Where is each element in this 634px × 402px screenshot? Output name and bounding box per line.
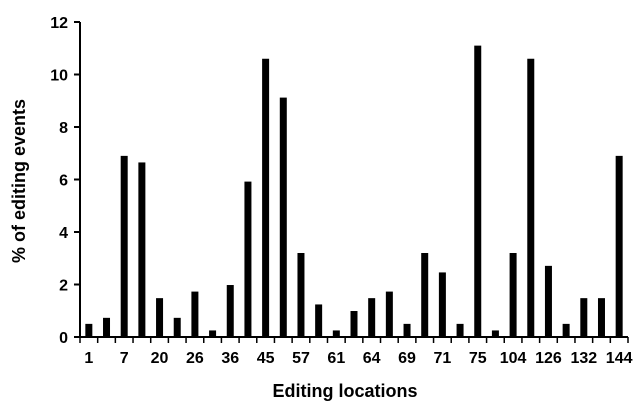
bar	[385, 291, 393, 337]
x-tick-label: 69	[398, 350, 416, 367]
y-axis: 0 2 4 6 8 10 12	[50, 15, 81, 347]
bar	[226, 285, 234, 337]
bar	[597, 298, 605, 337]
x-tick-label: 126	[535, 350, 562, 367]
x-tick-label: 7	[120, 350, 129, 367]
x-tick-label: 1	[84, 350, 93, 367]
x-tick-label: 132	[570, 350, 597, 367]
bar	[85, 323, 93, 337]
x-tick-label: 26	[186, 350, 204, 367]
bar	[544, 265, 552, 337]
x-axis: 1 7 20 26 36 45 57 61 64 69 71 75 104 126 132 144	[79, 336, 633, 367]
y-tick-label: 8	[59, 120, 68, 137]
bar	[350, 311, 358, 337]
bars	[85, 45, 623, 337]
x-tick-label: 45	[257, 350, 275, 367]
bar	[279, 97, 287, 337]
bar	[156, 298, 164, 337]
bar	[191, 291, 199, 337]
y-axis-title: % of editing events	[9, 99, 29, 263]
bar	[173, 317, 181, 337]
bar	[297, 253, 305, 337]
bar	[474, 45, 482, 337]
bar	[438, 272, 446, 337]
x-tick-label: 64	[363, 350, 381, 367]
bar	[103, 317, 111, 337]
x-tick-label: 20	[151, 350, 169, 367]
y-tick-label: 2	[59, 278, 68, 295]
bar	[244, 181, 252, 337]
bar	[332, 330, 340, 337]
y-tick-label: 12	[50, 15, 68, 32]
bar	[315, 304, 323, 337]
bar	[209, 330, 217, 337]
y-tick-label: 4	[59, 225, 68, 242]
x-tick-label: 71	[433, 350, 451, 367]
bar	[421, 253, 429, 337]
y-tick-label: 10	[50, 68, 68, 85]
bar	[615, 155, 623, 337]
bar	[562, 323, 570, 337]
x-axis-title: Editing locations	[272, 381, 417, 401]
bar	[403, 323, 411, 337]
bar	[138, 162, 146, 337]
bar	[120, 155, 128, 337]
bar	[368, 298, 376, 337]
y-tick-label: 6	[59, 173, 68, 190]
x-tick-label: 36	[221, 350, 239, 367]
bar	[491, 330, 499, 337]
y-tick-label: 0	[59, 330, 68, 347]
x-tick-label: 144	[606, 350, 633, 367]
bar	[580, 298, 588, 337]
bar	[527, 58, 535, 337]
x-tick-label: 75	[469, 350, 487, 367]
x-tick-label: 57	[292, 350, 310, 367]
bar	[456, 323, 464, 337]
bar	[262, 58, 270, 337]
bar	[509, 253, 517, 337]
x-tick-label: 104	[500, 350, 527, 367]
x-tick-label: 61	[327, 350, 345, 367]
